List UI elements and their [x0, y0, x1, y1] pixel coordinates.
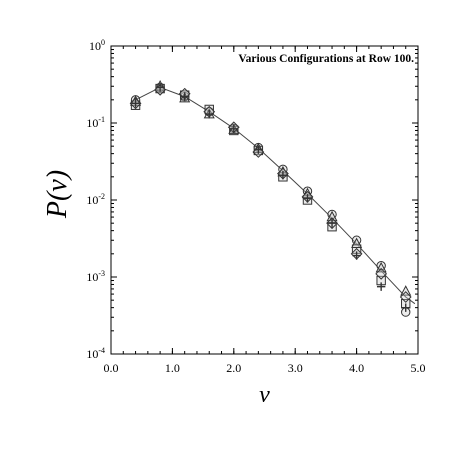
y-axis-label: P(v): [42, 170, 73, 219]
y-tick-label: 10-4: [86, 346, 105, 361]
y-tick-label: 10-3: [86, 269, 105, 284]
x-tick-label: 1.0: [165, 361, 180, 375]
y-tick-label: 10-1: [86, 115, 105, 130]
data-point-plus: [376, 282, 386, 291]
data-point-plus: [303, 194, 312, 203]
x-tick-label: 2.0: [226, 361, 241, 375]
data-point-plus: [131, 99, 140, 108]
data-point-plus: [327, 218, 337, 228]
data-point-plus: [205, 110, 214, 119]
data-markers: [129, 79, 412, 317]
y-tick-label: 10-2: [86, 192, 105, 207]
x-axis-label: v: [259, 382, 270, 408]
chart-title: Various Configurations at Row 100.: [238, 53, 414, 65]
y-tick-label: 100: [89, 38, 105, 53]
x-tick-label: 5.0: [411, 361, 426, 375]
data-point-triangle: [351, 237, 363, 248]
x-tick-label: 0.0: [104, 361, 119, 375]
data-point-diamond: [375, 267, 388, 280]
fit-line: [135, 86, 416, 305]
data-point-plus: [278, 170, 288, 180]
data-point-plus: [352, 251, 361, 260]
x-tick-label: 4.0: [349, 361, 364, 375]
data-point-diamond: [399, 291, 412, 303]
axis-ticks: 0.0 1.0 2.0 3.0 4.0 5.0 10-4 10-3 10-2 10-1 100: [86, 38, 425, 375]
data-point-plus: [401, 303, 410, 312]
data-point-triangle: [375, 261, 387, 273]
data-point-plus: [229, 124, 238, 134]
data-point-plus: [155, 83, 165, 92]
x-tick-label: 3.0: [288, 361, 303, 375]
data-point-triangle: [400, 285, 412, 296]
data-point-plus: [180, 92, 189, 101]
data-point-plus: [254, 145, 263, 154]
fit-line-layer: [135, 86, 416, 305]
